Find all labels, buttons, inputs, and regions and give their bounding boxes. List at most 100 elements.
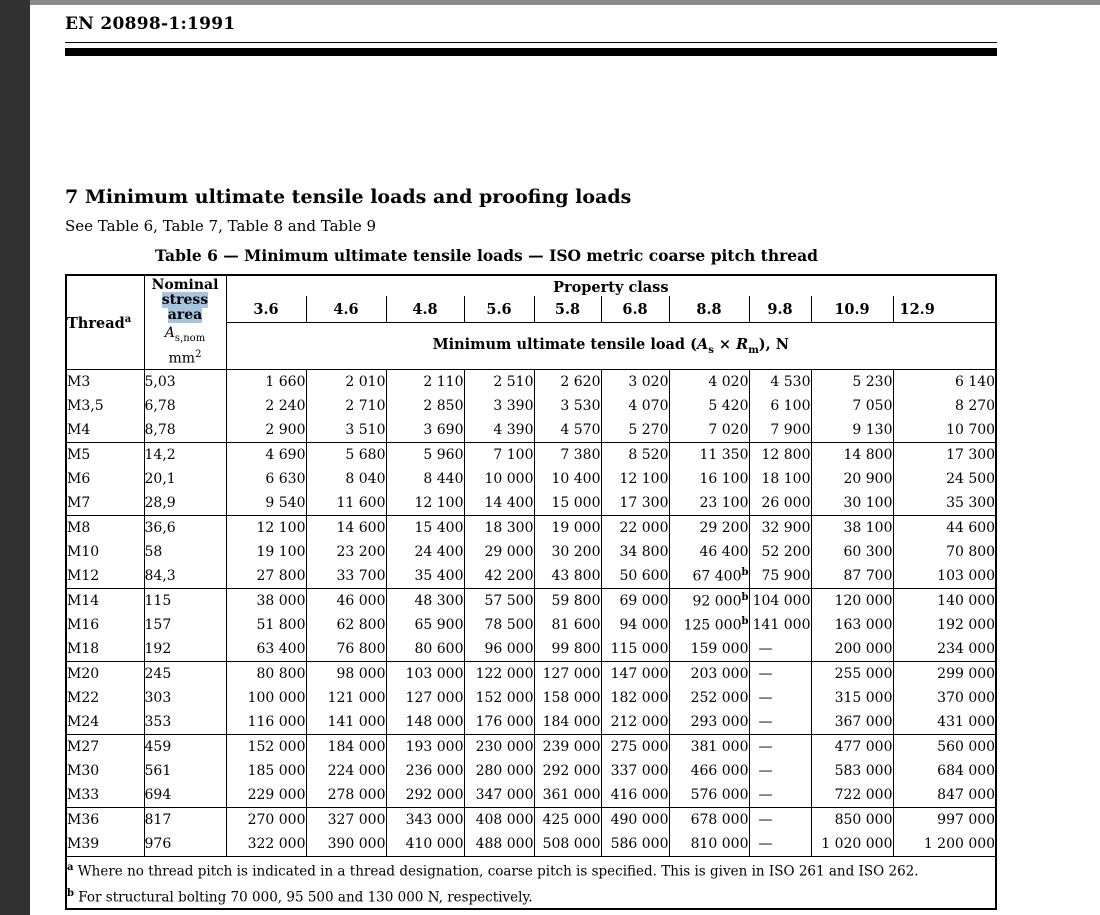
- load-value-cell: 230 000: [463, 734, 534, 759]
- load-value-cell: 15 400: [385, 515, 464, 540]
- viewer-left-edge: [0, 0, 30, 915]
- class-header-9-8: 9.8: [748, 296, 811, 323]
- load-value-cell: 19 100: [225, 540, 306, 564]
- table-row: M3,5 6,78 2 240 2 710 2 850 3 390 3 530 4 070 5 …: [66, 394, 997, 418]
- load-value-cell: 115 000: [600, 637, 669, 662]
- table-row: M5 14,2 4 690 5 680 5 960 7 100 7 380 8 520 11 3…: [66, 442, 997, 467]
- table-row: M16 157 51 800 62 800 65 900 78 500 81 600 94 0…: [66, 613, 997, 637]
- class-header-8-8: 8.8: [668, 296, 749, 323]
- thread-cell: M4: [67, 422, 91, 438]
- thread-cell: M18: [67, 641, 100, 657]
- load-value-cell: 7 100: [463, 442, 534, 467]
- load-value-cell: 78 500: [463, 613, 534, 637]
- table-row: M36 817 270 000 327 000 343 000 408 000 425 00…: [66, 807, 997, 832]
- thread-cell: M33: [67, 787, 100, 803]
- section-title: 7 Minimum ultimate tensile loads and pro…: [65, 186, 632, 208]
- load-value-cell: 22 000: [600, 515, 669, 540]
- selected-text-stress: stress: [161, 292, 209, 308]
- load-value-cell: 327 000: [305, 807, 386, 832]
- load-value-cell: 59 800: [533, 588, 601, 613]
- load-value-cell: 275 000: [600, 734, 669, 759]
- load-value-cell: 239 000: [533, 734, 601, 759]
- footnote-a: a Where no thread pitch is indicated in …: [67, 862, 919, 880]
- load-value-cell: 29 200: [668, 515, 749, 540]
- table-row: M20 245 80 800 98 000 103 000 122 000 127 000 1…: [66, 661, 997, 686]
- load-value-cell: 184 000: [533, 710, 601, 735]
- load-value-cell: 103 000: [892, 564, 997, 589]
- load-value-cell: 2 510: [463, 369, 534, 394]
- load-value-cell: 152 000: [463, 686, 534, 710]
- load-value-cell: —: [748, 734, 811, 759]
- load-value-cell: 292 000: [533, 759, 601, 783]
- thread-cell: M24: [67, 714, 100, 730]
- load-value-cell: 87 700: [810, 564, 893, 589]
- thread-cell: M7: [67, 495, 91, 511]
- table-row: M30 561 185 000 224 000 236 000 280 000 292 00…: [66, 759, 997, 783]
- stress-area-cell: 561: [143, 759, 226, 783]
- load-value-cell: 120 000: [810, 588, 893, 613]
- load-value-cell: 11 350: [668, 442, 749, 467]
- stress-area-cell: 817: [143, 807, 226, 832]
- load-value-cell: 236 000: [385, 759, 464, 783]
- thread-cell: M39: [67, 836, 100, 852]
- load-value-cell: 8 440: [385, 467, 464, 491]
- load-value-cell: 390 000: [305, 832, 386, 857]
- load-value-cell: —: [748, 832, 811, 857]
- load-value-cell: 293 000: [668, 710, 749, 735]
- load-value-cell: 158 000: [533, 686, 601, 710]
- load-value-cell: 17 300: [600, 491, 669, 516]
- load-value-cell: 15 000: [533, 491, 601, 516]
- thread-cell: M27: [66, 734, 144, 759]
- area-label-nominal: Nominal: [151, 277, 219, 293]
- load-value-cell: 35 300: [892, 491, 997, 516]
- load-value-cell: 810 000: [668, 832, 749, 857]
- load-value-cell: 27 800: [225, 564, 306, 589]
- load-value-cell: 684 000: [892, 759, 997, 783]
- class-header-12-9: 12.9: [892, 296, 997, 323]
- load-value-cell: 252 000: [668, 686, 749, 710]
- load-value-cell: 5 680: [305, 442, 386, 467]
- thread-cell: M14: [66, 588, 144, 613]
- load-value-cell: 193 000: [385, 734, 464, 759]
- load-value-cell: 7 050: [810, 394, 893, 418]
- load-value-cell: 148 000: [385, 710, 464, 735]
- load-value-cell: 3 690: [385, 418, 464, 443]
- stress-area-cell: 14,2: [143, 442, 226, 467]
- load-value-cell: 5 420: [668, 394, 749, 418]
- thread-cell: M22: [67, 690, 100, 706]
- load-value-cell: 30 100: [810, 491, 893, 516]
- table-caption: Table 6 — Minimum ultimate tensile loads…: [155, 246, 819, 265]
- load-value-cell: 4 070: [600, 394, 669, 418]
- load-value-cell: 278 000: [305, 783, 386, 808]
- load-value-cell: 24 400: [385, 540, 464, 564]
- load-value-cell: 29 000: [463, 540, 534, 564]
- area-symbol: As,nom: [164, 325, 206, 344]
- class-header-6-8: 6.8: [600, 296, 669, 323]
- footnote-b: b For structural bolting 70 000, 95 500 …: [67, 887, 533, 906]
- load-value-cell: 23 100: [668, 491, 749, 516]
- load-value-cell: 7 380: [533, 442, 601, 467]
- load-value-cell: 12 100: [225, 515, 306, 540]
- load-value-cell: 9 130: [810, 418, 893, 443]
- see-tables-text: See Table 6, Table 7, Table 8 and Table …: [65, 217, 377, 235]
- load-value-cell: —: [748, 710, 811, 735]
- load-value-cell: 6 140: [892, 369, 997, 394]
- load-value-cell: 33 700: [305, 564, 386, 589]
- thread-cell: M10: [67, 544, 100, 560]
- load-value-cell: 51 800: [225, 613, 306, 637]
- load-value-cell: 176 000: [463, 710, 534, 735]
- load-value-cell: 229 000: [225, 783, 306, 808]
- class-header-4-6: 4.6: [305, 296, 386, 323]
- document-reference: EN 20898-1:1991: [65, 14, 236, 34]
- load-value-cell: 12 800: [748, 442, 811, 467]
- load-value-cell: 6 630: [225, 467, 306, 491]
- load-value-cell: 163 000: [810, 613, 893, 637]
- load-value-cell: 255 000: [810, 661, 893, 686]
- load-value-cell: —: [748, 783, 811, 808]
- load-value-cell: 103 000: [385, 661, 464, 686]
- load-value-cell: 7 900: [748, 418, 811, 443]
- load-value-cell: 185 000: [225, 759, 306, 783]
- header-row-load-label: Minimum ultimate tensile load (As × Rm),…: [66, 322, 997, 370]
- load-value-cell: 477 000: [810, 734, 893, 759]
- class-header-10-9: 10.9: [810, 296, 893, 323]
